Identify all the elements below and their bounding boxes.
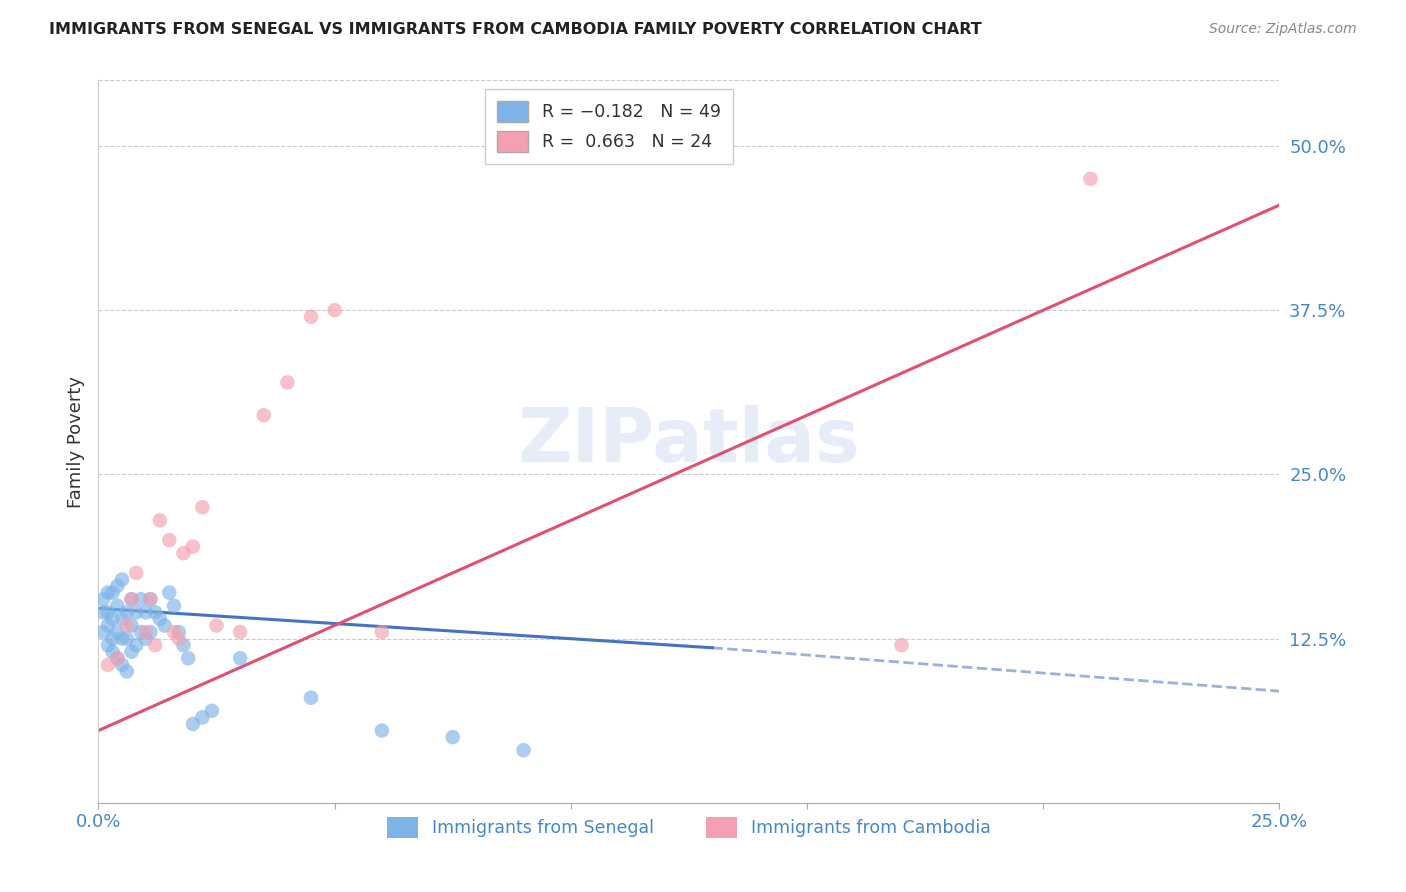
Point <box>115 632 138 646</box>
Point <box>143 605 166 619</box>
Point <box>135 625 157 640</box>
Point <box>371 625 394 640</box>
Point <box>105 579 128 593</box>
Point <box>111 657 134 672</box>
Point <box>105 625 128 640</box>
Point <box>97 605 120 619</box>
Point <box>299 690 322 705</box>
Point <box>111 612 134 626</box>
Point <box>441 730 464 744</box>
Point <box>177 651 200 665</box>
Point <box>229 651 252 665</box>
Point <box>129 592 152 607</box>
Point <box>121 645 143 659</box>
Point <box>121 592 143 607</box>
Point <box>111 573 134 587</box>
Point <box>139 592 162 607</box>
Point <box>371 723 394 738</box>
Point <box>181 540 204 554</box>
Text: ZIPatlas: ZIPatlas <box>517 405 860 478</box>
Point <box>276 376 298 390</box>
Point <box>172 638 194 652</box>
Point <box>149 513 172 527</box>
Y-axis label: Family Poverty: Family Poverty <box>66 376 84 508</box>
Point <box>139 592 162 607</box>
Point <box>167 625 190 640</box>
Point <box>115 605 138 619</box>
Point <box>149 612 172 626</box>
Point <box>163 625 186 640</box>
Point <box>157 585 180 599</box>
Point <box>91 605 114 619</box>
Point <box>115 665 138 679</box>
Point <box>163 599 186 613</box>
Point <box>105 651 128 665</box>
Point <box>201 704 224 718</box>
Legend: Immigrants from Senegal, Immigrants from Cambodia: Immigrants from Senegal, Immigrants from… <box>380 810 998 845</box>
Point <box>91 625 114 640</box>
Point <box>205 618 228 632</box>
Point <box>101 645 124 659</box>
Point <box>121 618 143 632</box>
Point <box>1080 171 1102 186</box>
Text: Source: ZipAtlas.com: Source: ZipAtlas.com <box>1209 22 1357 37</box>
Point <box>111 632 134 646</box>
Point <box>143 638 166 652</box>
Point <box>153 618 176 632</box>
Point <box>101 612 124 626</box>
Point <box>299 310 322 324</box>
Point <box>105 599 128 613</box>
Point <box>129 625 152 640</box>
Point <box>101 632 124 646</box>
Point <box>167 632 190 646</box>
Point <box>125 605 148 619</box>
Point <box>105 651 128 665</box>
Point <box>115 618 138 632</box>
Point <box>125 638 148 652</box>
Point <box>97 657 120 672</box>
Point <box>191 710 214 724</box>
Point <box>135 605 157 619</box>
Point <box>135 632 157 646</box>
Point <box>121 592 143 607</box>
Point <box>229 625 252 640</box>
Point <box>139 625 162 640</box>
Point <box>181 717 204 731</box>
Point <box>97 585 120 599</box>
Point <box>97 618 120 632</box>
Text: IMMIGRANTS FROM SENEGAL VS IMMIGRANTS FROM CAMBODIA FAMILY POVERTY CORRELATION C: IMMIGRANTS FROM SENEGAL VS IMMIGRANTS FR… <box>49 22 981 37</box>
Point <box>512 743 534 757</box>
Point <box>253 409 276 423</box>
Point <box>172 546 194 560</box>
Point <box>323 303 346 318</box>
Point <box>91 592 114 607</box>
Point <box>191 500 214 515</box>
Point <box>890 638 912 652</box>
Point <box>157 533 180 547</box>
Point <box>125 566 148 580</box>
Point <box>97 638 120 652</box>
Point <box>101 585 124 599</box>
